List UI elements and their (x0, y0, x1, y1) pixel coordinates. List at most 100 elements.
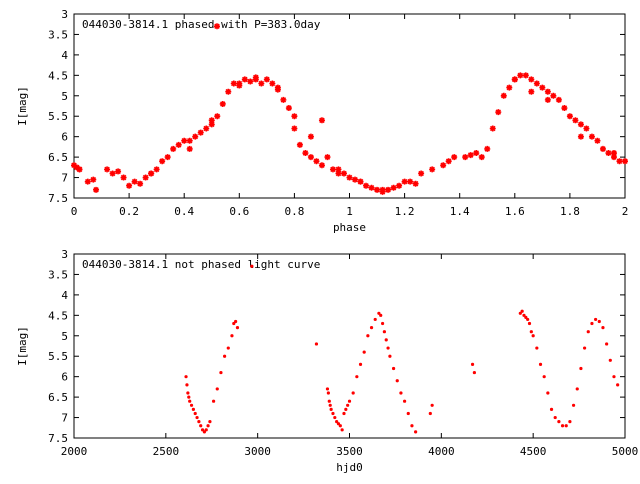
data-point (215, 387, 219, 391)
phased-light-curve-panel: 044030-3814.1 phased with P=383.0day pha… (16, 8, 628, 234)
data-point (586, 330, 590, 334)
data-point (234, 319, 238, 324)
data-point (352, 176, 359, 183)
data-point (399, 391, 403, 395)
data-point (186, 391, 190, 395)
data-point (549, 407, 554, 411)
data-point (200, 428, 205, 432)
data-point (219, 370, 223, 375)
data-point (601, 326, 605, 330)
data-point (73, 164, 80, 171)
data-point (561, 105, 568, 112)
x-tick-label: 1.6 (505, 205, 525, 218)
data-point (542, 375, 546, 379)
data-point (355, 375, 359, 379)
data-point (518, 311, 522, 315)
data-point (577, 133, 584, 140)
data-point (406, 411, 410, 416)
data-point (269, 80, 276, 87)
data-point (401, 178, 408, 185)
phased-x-axis-label: phase (333, 221, 366, 234)
data-point (500, 92, 507, 99)
data-point (546, 391, 550, 395)
data-point (93, 186, 100, 193)
data-point (588, 133, 595, 140)
x-tick-label: 3000 (244, 445, 271, 458)
data-point (472, 370, 476, 375)
data-point (120, 174, 127, 181)
data-point (335, 420, 339, 424)
data-point (484, 145, 491, 152)
y-tick-label: 7.5 (48, 432, 68, 445)
data-point (280, 96, 287, 103)
data-point (230, 80, 237, 87)
data-point (506, 84, 513, 91)
unphased-light-curve-panel: 044030-3814.1 not phased light curve hjd… (16, 248, 638, 474)
data-point (616, 383, 620, 387)
data-point (575, 387, 579, 391)
data-point (197, 420, 201, 424)
data-point (478, 154, 485, 161)
data-point (115, 168, 122, 175)
data-point (440, 162, 447, 169)
data-point (429, 166, 436, 173)
data-point (314, 342, 319, 346)
data-point (76, 166, 83, 173)
data-point (195, 415, 199, 420)
y-tick-label: 6.5 (48, 391, 68, 404)
data-point (384, 338, 388, 342)
data-point (137, 180, 144, 187)
data-point (84, 178, 91, 185)
data-point (539, 84, 546, 91)
data-point (560, 424, 565, 428)
y-tick-label: 3 (61, 248, 68, 261)
data-point (366, 334, 370, 338)
data-point (232, 321, 236, 326)
data-point (388, 354, 392, 358)
data-point (597, 319, 601, 324)
data-point (247, 78, 254, 85)
data-point (263, 76, 270, 83)
data-point (187, 395, 191, 399)
data-point (342, 411, 346, 416)
data-point (203, 125, 210, 132)
y-tick-label: 5.5 (48, 350, 68, 363)
data-point (533, 80, 540, 87)
data-point (377, 311, 381, 315)
data-point (605, 150, 612, 157)
data-point (553, 415, 557, 420)
data-point (582, 346, 587, 350)
unphased-plot-title: 044030-3814.1 not phased light curve (82, 258, 320, 271)
data-point (379, 186, 386, 193)
data-point (199, 424, 203, 428)
data-point (517, 72, 524, 79)
data-point (197, 129, 204, 136)
data-point (610, 154, 617, 161)
x-tick-label: 2500 (153, 445, 180, 458)
data-point (418, 170, 425, 177)
data-point (579, 366, 583, 371)
data-point (583, 125, 590, 132)
y-tick-label: 6.5 (48, 151, 68, 164)
y-tick-label: 6 (61, 371, 68, 384)
data-point (489, 125, 496, 132)
data-point (226, 346, 230, 350)
data-point (363, 182, 370, 189)
data-point (188, 399, 192, 403)
data-point (189, 403, 194, 407)
y-tick-label: 3 (61, 8, 68, 21)
data-point (335, 170, 342, 177)
x-tick-label: 1.4 (450, 205, 470, 218)
data-point (302, 150, 309, 157)
data-point (528, 76, 535, 83)
data-point (318, 162, 325, 169)
data-point (241, 76, 248, 83)
data-point (204, 428, 208, 432)
y-tick-label: 4 (61, 49, 68, 62)
data-point (336, 422, 341, 426)
data-point (225, 88, 232, 95)
data-point (223, 354, 227, 358)
data-point (428, 411, 432, 416)
